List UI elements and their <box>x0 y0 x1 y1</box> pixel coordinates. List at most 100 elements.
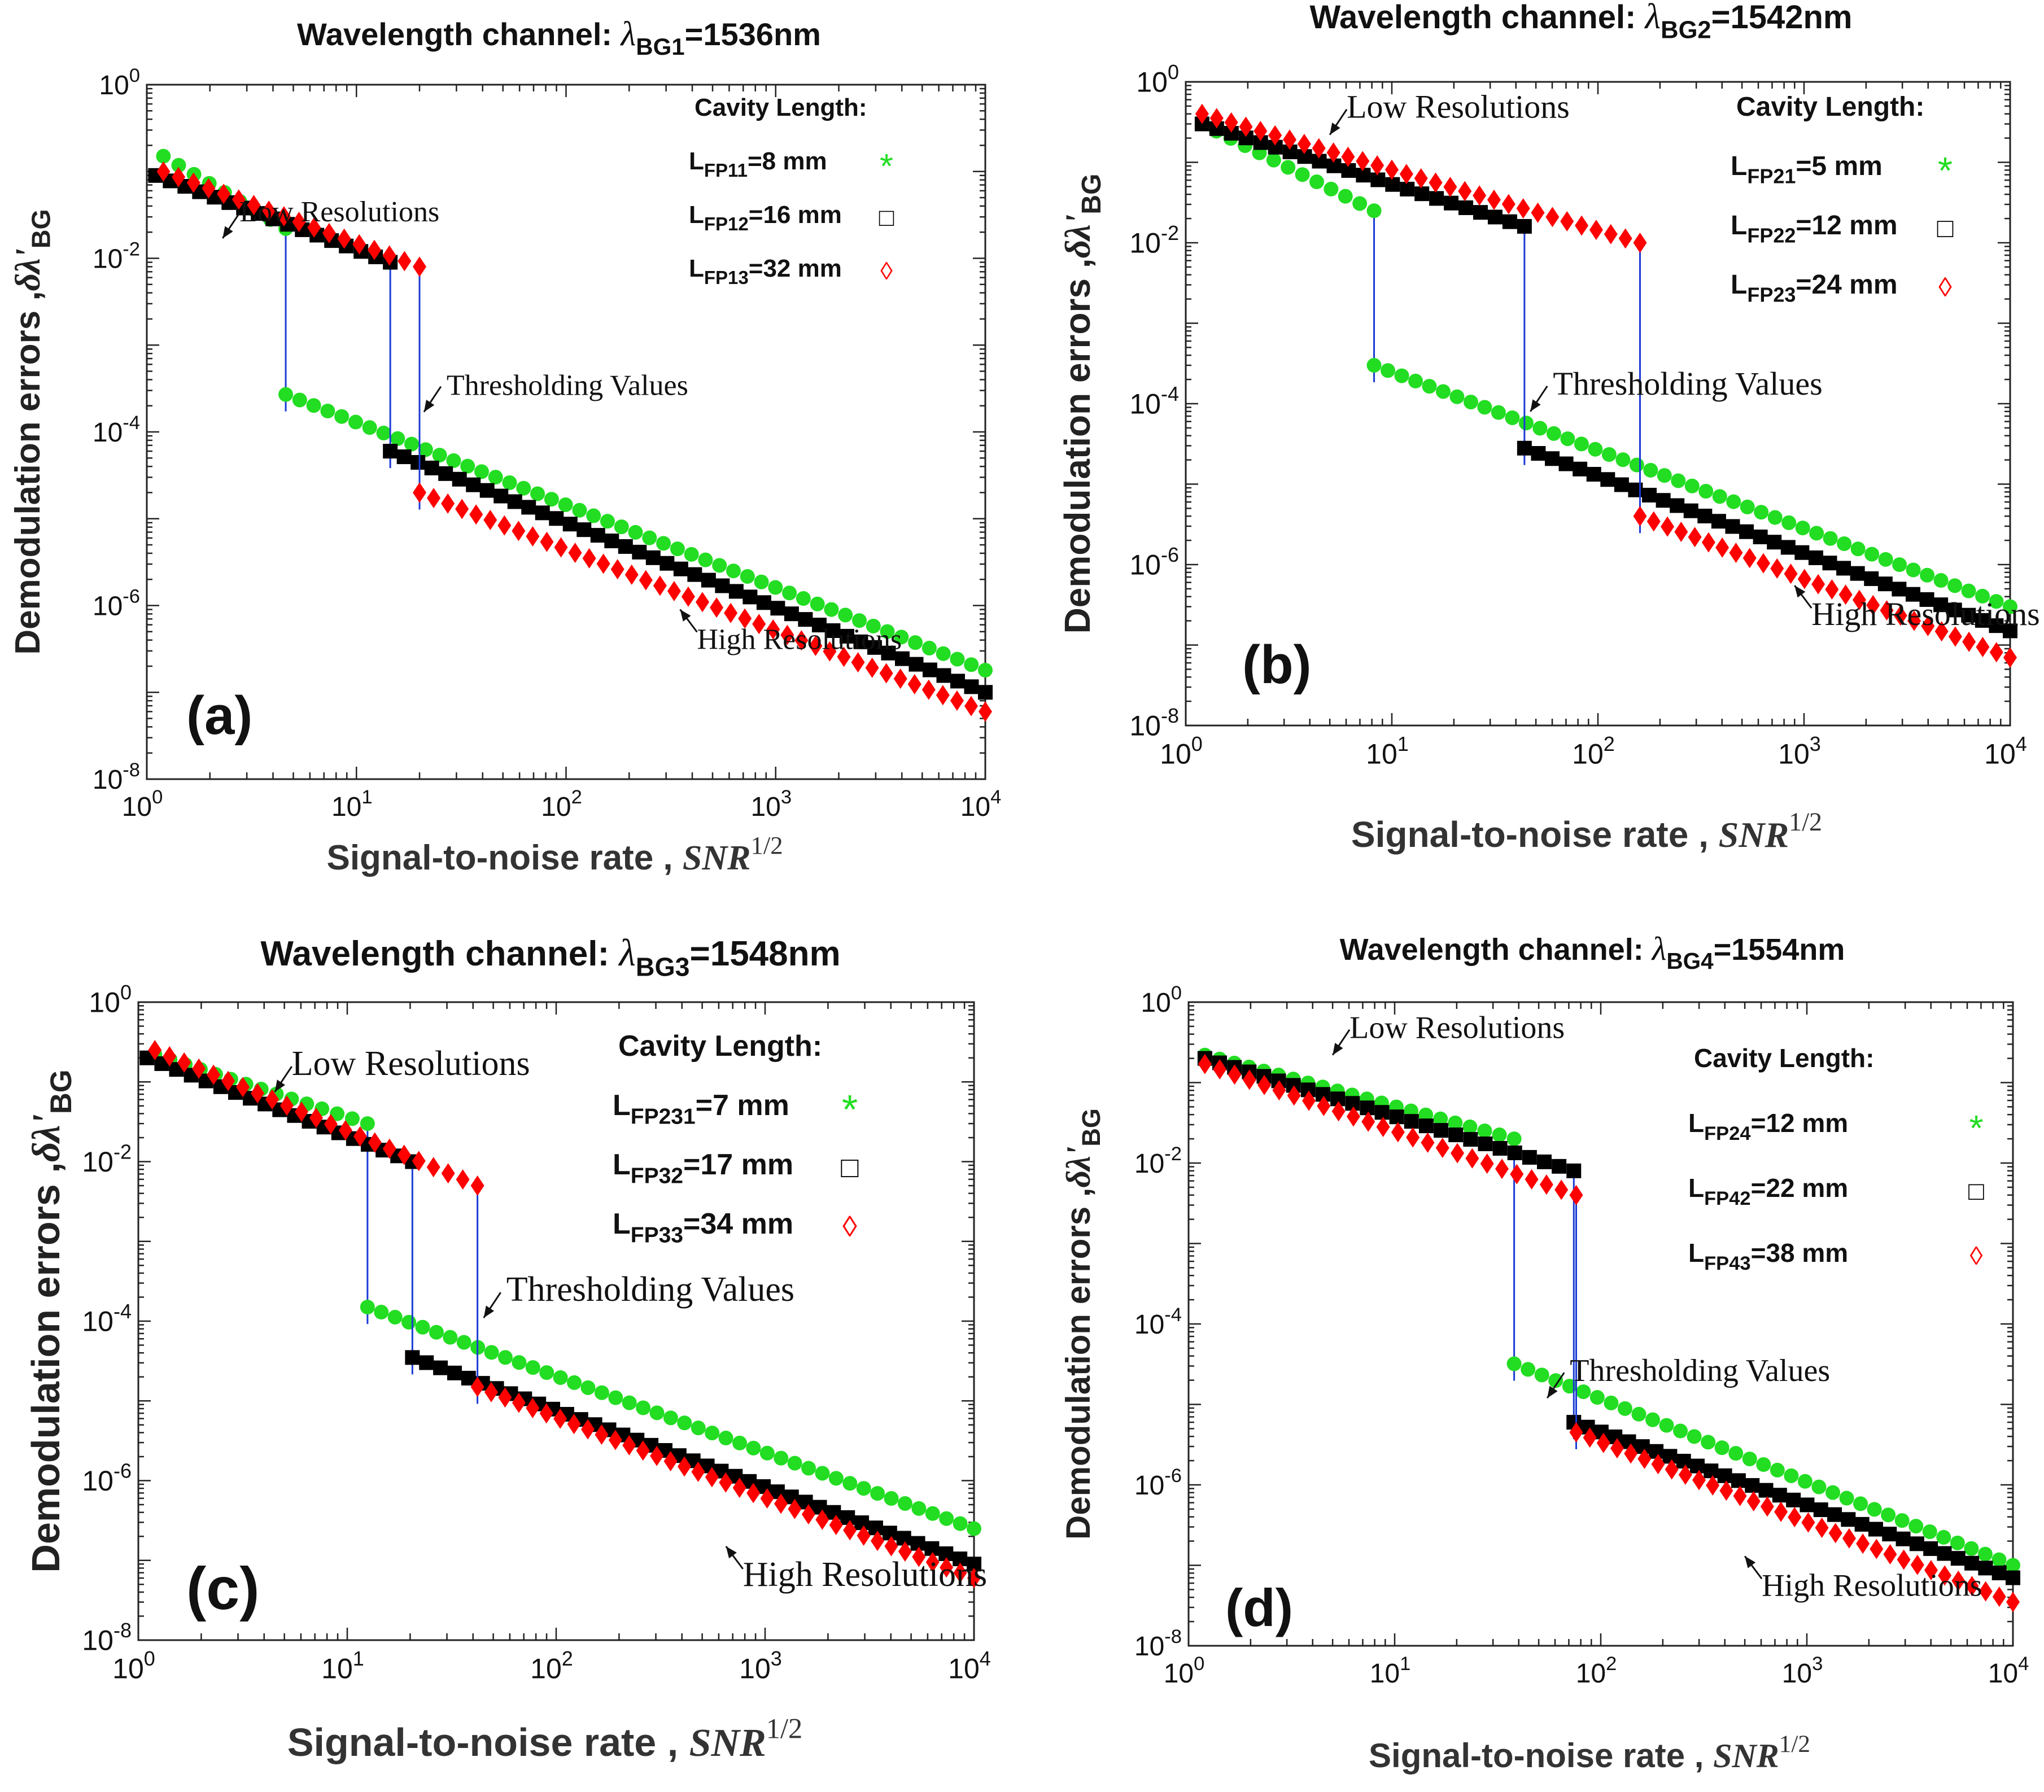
data-point-circle <box>1433 1111 1448 1126</box>
data-point-square <box>798 612 813 627</box>
data-point-diamond <box>1828 1523 1842 1544</box>
x-tick-label: 101 <box>1370 1653 1411 1689</box>
data-point-diamond <box>1719 1480 1733 1501</box>
data-point-circle <box>1961 583 1976 598</box>
data-point-circle <box>1448 1115 1463 1130</box>
x-axis-superscript: 1/2 <box>766 1713 802 1745</box>
data-point-circle <box>544 492 559 507</box>
data-point-diamond <box>857 1525 871 1546</box>
data-point-diamond <box>1801 1512 1815 1533</box>
legend-subscript: FP33 <box>631 1223 683 1248</box>
data-point-circle <box>1797 1474 1812 1489</box>
data-point-circle <box>774 1450 789 1466</box>
data-point-square <box>1642 487 1657 502</box>
data-point-circle <box>418 442 433 457</box>
data-point-diamond <box>893 668 907 689</box>
tick-exponent: -4 <box>1164 1304 1182 1326</box>
data-point-diamond <box>865 657 879 678</box>
data-point-square <box>1947 602 1962 618</box>
data-point-square <box>1573 461 1588 477</box>
title-subscript: BG2 <box>1661 16 1711 43</box>
data-point-circle <box>376 426 391 441</box>
y-tick-label: 10-2 <box>1129 221 1179 259</box>
data-point-square <box>1864 571 1879 586</box>
data-point-circle <box>415 1319 430 1335</box>
y-tick-label: 10-6 <box>82 1459 132 1497</box>
data-point-diamond <box>1443 177 1457 198</box>
legend-entry-label: LFP23=24 mm <box>1731 270 1898 306</box>
data-point-diamond <box>794 630 809 651</box>
x-axis-symbol: SNR <box>1719 815 1789 855</box>
series-3 <box>1198 1054 2020 1612</box>
chart-title: Wavelength channel: λBG2=1542nm <box>1309 0 1852 43</box>
tick-base: 10 <box>82 1625 113 1656</box>
data-point-circle <box>1920 567 1935 583</box>
title-text: Wavelength channel: <box>1340 933 1652 967</box>
tick-exponent: -8 <box>1164 1626 1182 1647</box>
data-point-square <box>1614 477 1629 492</box>
title-lambda: λ <box>1651 930 1667 967</box>
data-point-square <box>1950 1551 1966 1566</box>
data-point-circle <box>1422 379 1437 394</box>
data-point-square <box>1745 1478 1760 1493</box>
data-point-square <box>590 528 605 543</box>
data-point-diamond <box>1842 1528 1856 1549</box>
data-point-square <box>1753 529 1768 544</box>
annotation-arrowhead <box>423 399 435 412</box>
data-point-diamond <box>1356 151 1370 172</box>
data-point-square <box>1385 177 1400 192</box>
data-point-circle <box>939 1511 954 1526</box>
data-point-diamond <box>232 189 246 210</box>
data-point-diamond <box>1907 610 1921 631</box>
legend-value: =7 mm <box>696 1089 789 1122</box>
data-point-square <box>1961 607 1976 623</box>
data-point-square <box>2003 623 2017 639</box>
y-tick-label: 10-6 <box>1134 1465 1182 1501</box>
data-point-square <box>728 584 744 599</box>
data-point-diamond <box>921 679 936 700</box>
data-point-diamond <box>309 1108 323 1129</box>
tick-exponent: -4 <box>113 1300 132 1323</box>
data-point-square <box>1964 1555 1980 1571</box>
data-point-diamond <box>1429 172 1443 193</box>
data-point-diamond <box>843 1520 857 1541</box>
legend-marker-2: □ <box>1937 213 1954 243</box>
data-point-square <box>1868 1522 1883 1537</box>
x-axis-label-text: Signal-to-noise rate , <box>1351 814 1719 855</box>
data-point-diamond <box>653 575 667 596</box>
legend-prefix: L <box>689 255 704 282</box>
data-point-circle <box>1506 1356 1522 1371</box>
data-point-square <box>1704 1463 1719 1479</box>
data-point-diamond <box>498 1387 512 1408</box>
data-point-square <box>839 628 854 644</box>
data-point-circle <box>401 1314 417 1330</box>
x-tick-label: 100 <box>1164 1653 1205 1689</box>
legend-entry-label: LFP11=8 mm <box>689 147 827 181</box>
data-point-circle <box>456 1335 471 1350</box>
data-point-square <box>1662 1449 1678 1464</box>
y-axis-symbol: δλ' <box>9 248 47 291</box>
data-point-diamond <box>456 1169 470 1190</box>
data-point-diamond <box>1451 1143 1465 1164</box>
data-point-diamond <box>732 1478 746 1498</box>
data-point-diamond <box>624 564 639 585</box>
data-point-circle <box>894 630 909 645</box>
data-point-diamond <box>1965 1576 1979 1597</box>
data-point-square <box>1905 587 1920 602</box>
data-point-square <box>1767 535 1782 550</box>
data-point-diamond <box>719 1472 733 1493</box>
data-point-square <box>826 623 841 638</box>
annotation-arrowhead <box>222 226 233 239</box>
data-point-circle <box>726 563 741 579</box>
data-point-circle <box>292 392 307 408</box>
data-point-circle <box>782 585 797 601</box>
data-point-diamond <box>540 531 554 552</box>
data-point-circle <box>446 453 461 468</box>
data-point-diamond <box>251 1083 265 1104</box>
data-point-diamond <box>1516 198 1530 219</box>
data-point-circle <box>171 158 186 173</box>
data-point-square <box>1808 550 1823 565</box>
data-point-circle <box>925 1506 940 1521</box>
data-point-circle <box>1643 462 1658 478</box>
data-point-diamond <box>1838 584 1853 605</box>
